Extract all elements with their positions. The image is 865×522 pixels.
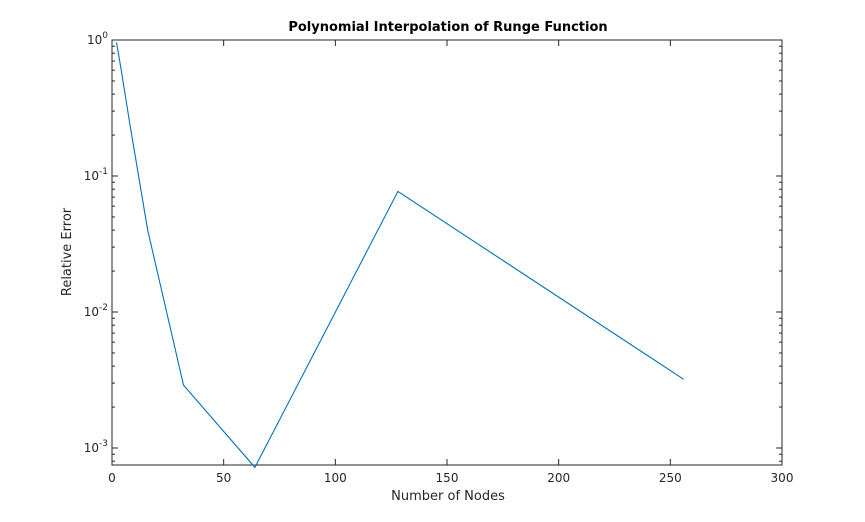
x-tick-label: 0 — [108, 471, 116, 485]
y-tick-label: 100 — [87, 31, 108, 47]
series-line — [115, 42, 685, 469]
chart-title: Polynomial Interpolation of Runge Functi… — [288, 20, 607, 35]
y-axis-label: Relative Error — [60, 207, 75, 296]
x-axis-label: Number of Nodes — [391, 489, 505, 504]
y-tick-label: 10-1 — [84, 167, 108, 183]
x-tick-label: 300 — [771, 471, 794, 485]
x-tick-label: 200 — [547, 471, 570, 485]
x-tick-label: 50 — [216, 471, 231, 485]
x-tick-label: 250 — [659, 471, 682, 485]
plot-box — [111, 39, 783, 466]
x-tick-label: 150 — [436, 471, 459, 485]
plot-area: 0 50 100 150 200 250 300 10-3 10-2 10-1 100 — [84, 31, 794, 485]
x-tick-label: 100 — [324, 471, 347, 485]
y-tick-label: 10-3 — [84, 439, 108, 455]
y-tick-label: 10-2 — [84, 303, 108, 319]
